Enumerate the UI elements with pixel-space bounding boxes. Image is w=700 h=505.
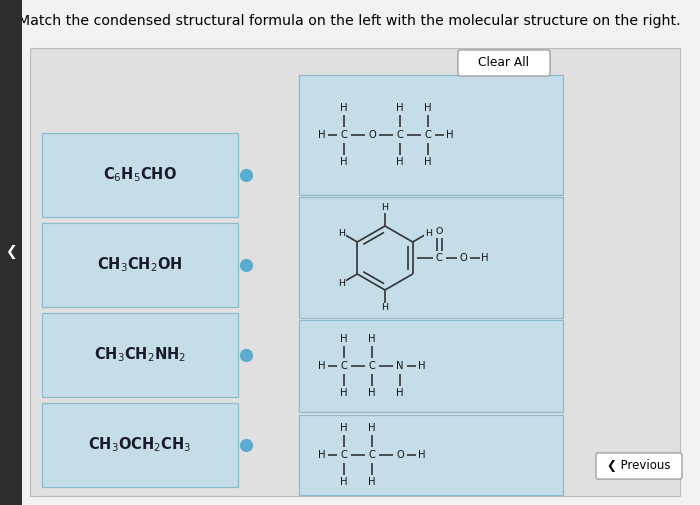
Bar [42, 133, 238, 217]
Text: H: H [425, 228, 432, 237]
Text: H: H [338, 228, 345, 237]
Text: H: H [338, 278, 345, 287]
Text: N: N [396, 361, 404, 371]
Text: C: C [397, 130, 403, 140]
Text: C: C [341, 130, 347, 140]
Bar [42, 403, 238, 487]
Text: Clear All: Clear All [479, 57, 529, 70]
Text: H: H [447, 130, 454, 140]
Text: H: H [368, 477, 376, 487]
Text: H: H [318, 450, 326, 460]
Text: CH$_3$OCH$_2$CH$_3$: CH$_3$OCH$_2$CH$_3$ [88, 436, 192, 454]
Bar [42, 223, 238, 307]
FancyBboxPatch shape [458, 50, 550, 76]
Text: H: H [368, 423, 376, 433]
Bar [299, 320, 563, 412]
Text: C$_6$H$_5$CHO: C$_6$H$_5$CHO [103, 166, 177, 184]
Text: O: O [396, 450, 404, 460]
Text: H: H [340, 334, 348, 344]
Text: C: C [425, 130, 431, 140]
Bar [42, 313, 238, 397]
Text: H: H [368, 388, 376, 398]
Text: H: H [340, 157, 348, 167]
Text: C: C [341, 361, 347, 371]
Bar [299, 75, 563, 195]
FancyBboxPatch shape [596, 453, 682, 479]
Text: H: H [318, 361, 326, 371]
Text: H: H [318, 130, 326, 140]
Text: H: H [396, 103, 404, 113]
Text: H: H [368, 334, 376, 344]
Text: O: O [368, 130, 376, 140]
Bar [30, 48, 680, 496]
Text: H: H [340, 388, 348, 398]
Text: O: O [435, 227, 442, 236]
Text: C: C [435, 253, 442, 263]
Text: CH$_3$CH$_2$OH: CH$_3$CH$_2$OH [97, 256, 183, 274]
Text: Match the condensed structural formula on the left with the molecular structure : Match the condensed structural formula o… [18, 14, 680, 28]
Bar [299, 415, 563, 495]
Text: C: C [369, 450, 375, 460]
Text: H: H [382, 204, 388, 213]
Bar [299, 197, 563, 318]
Text: H: H [419, 450, 426, 460]
Bar [0, 0, 22, 505]
Text: H: H [419, 361, 426, 371]
Text: C: C [341, 450, 347, 460]
Text: H: H [482, 253, 489, 263]
Text: ❮ Previous: ❮ Previous [608, 460, 671, 473]
Text: H: H [340, 103, 348, 113]
Text: C: C [369, 361, 375, 371]
Text: H: H [396, 388, 404, 398]
Text: H: H [340, 477, 348, 487]
Text: ❮: ❮ [5, 245, 17, 259]
Text: H: H [382, 304, 388, 313]
Text: H: H [424, 157, 432, 167]
Text: H: H [340, 423, 348, 433]
Text: H: H [396, 157, 404, 167]
Text: O: O [459, 253, 467, 263]
Text: H: H [424, 103, 432, 113]
Text: CH$_3$CH$_2$NH$_2$: CH$_3$CH$_2$NH$_2$ [94, 345, 186, 364]
